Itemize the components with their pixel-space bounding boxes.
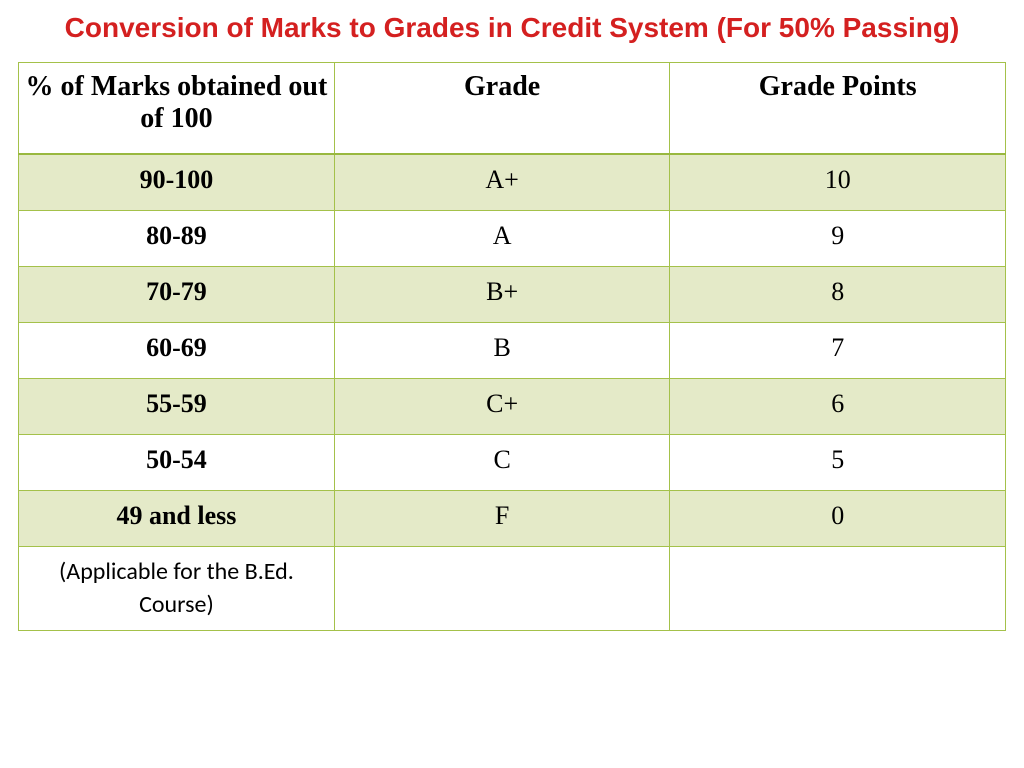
cell-points	[670, 546, 1006, 630]
table-row: 55-59 C+ 6	[19, 378, 1006, 434]
col-header-grade: Grade	[334, 63, 670, 155]
col-header-marks: % of Marks obtained out of 100	[19, 63, 335, 155]
table-row: 70-79 B+ 8	[19, 266, 1006, 322]
cell-points: 6	[670, 378, 1006, 434]
cell-marks: 49 and less	[19, 490, 335, 546]
table-body: 90-100 A+ 10 80-89 A 9 70-79 B+ 8 60-69 …	[19, 154, 1006, 630]
cell-marks: 50-54	[19, 434, 335, 490]
cell-note: (Applicable for the B.Ed. Course)	[19, 546, 335, 630]
table-row: 50-54 C 5	[19, 434, 1006, 490]
table-note-row: (Applicable for the B.Ed. Course)	[19, 546, 1006, 630]
cell-marks: 80-89	[19, 210, 335, 266]
cell-grade: C+	[334, 378, 670, 434]
table-row: 80-89 A 9	[19, 210, 1006, 266]
page-title: Conversion of Marks to Grades in Credit …	[18, 12, 1006, 44]
table-header-row: % of Marks obtained out of 100 Grade Gra…	[19, 63, 1006, 155]
cell-points: 0	[670, 490, 1006, 546]
table-row: 90-100 A+ 10	[19, 154, 1006, 210]
cell-grade: B+	[334, 266, 670, 322]
cell-grade: A	[334, 210, 670, 266]
cell-marks: 70-79	[19, 266, 335, 322]
cell-points: 5	[670, 434, 1006, 490]
cell-points: 9	[670, 210, 1006, 266]
cell-points: 10	[670, 154, 1006, 210]
cell-points: 7	[670, 322, 1006, 378]
cell-marks: 55-59	[19, 378, 335, 434]
table-row: 60-69 B 7	[19, 322, 1006, 378]
table-row: 49 and less F 0	[19, 490, 1006, 546]
cell-marks: 60-69	[19, 322, 335, 378]
cell-grade: A+	[334, 154, 670, 210]
cell-grade: F	[334, 490, 670, 546]
cell-marks: 90-100	[19, 154, 335, 210]
cell-grade: C	[334, 434, 670, 490]
cell-grade	[334, 546, 670, 630]
cell-points: 8	[670, 266, 1006, 322]
col-header-points: Grade Points	[670, 63, 1006, 155]
cell-grade: B	[334, 322, 670, 378]
grade-conversion-table: % of Marks obtained out of 100 Grade Gra…	[18, 62, 1006, 631]
